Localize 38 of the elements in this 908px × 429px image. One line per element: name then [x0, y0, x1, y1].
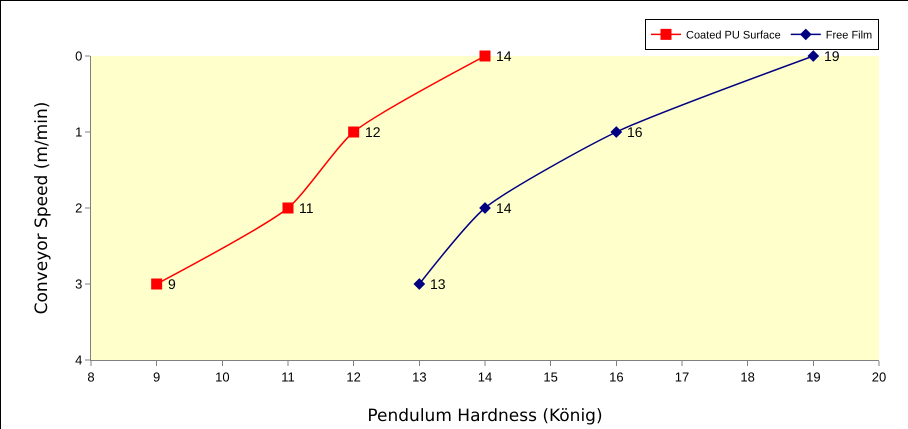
x-tick-label: 12	[346, 370, 361, 385]
y-axis-title: Conveyor Speed (m/min)	[32, 102, 52, 314]
y-tick-label: 0	[75, 48, 82, 64]
y-tick-label: 1	[75, 124, 82, 140]
annotation: 14	[496, 48, 512, 64]
annotation: 9	[168, 276, 176, 292]
legend-label: Coated PU Surface	[686, 30, 781, 42]
point	[282, 202, 294, 214]
x-tick-label: 8	[87, 370, 95, 385]
x-tick-label: 11	[281, 370, 295, 385]
point	[479, 202, 491, 214]
annotation: 16	[627, 124, 643, 140]
annotation: 12	[365, 124, 381, 140]
x-tick-label: 18	[740, 370, 755, 385]
annotation: 14	[496, 200, 512, 216]
x-tick-label: 13	[412, 370, 427, 385]
x-axis-title: Pendulum Hardness (König)	[367, 406, 603, 426]
x-tick-label: 14	[478, 370, 492, 385]
point	[807, 50, 820, 62]
x-tick-label: 19	[806, 370, 821, 385]
point	[480, 50, 490, 62]
x-tick-label: 10	[215, 370, 230, 385]
annotation: 13	[430, 276, 446, 292]
legend-label: Free Film	[826, 30, 872, 42]
x-tick-label: 16	[609, 370, 624, 385]
y-tick-label: 3	[75, 276, 82, 292]
x-tick-label: 20	[872, 370, 886, 385]
point	[151, 278, 162, 290]
x-tick-label: 9	[153, 370, 160, 385]
x-tick-label: 15	[543, 370, 558, 385]
y-tick-label: 4	[75, 352, 82, 368]
annotation: 11	[299, 200, 314, 216]
x-tick-label: 17	[674, 370, 690, 385]
y-tick-label: 2	[75, 200, 82, 216]
point	[610, 126, 622, 138]
point	[413, 278, 426, 290]
point	[348, 126, 360, 138]
annotation: 19	[824, 48, 840, 64]
